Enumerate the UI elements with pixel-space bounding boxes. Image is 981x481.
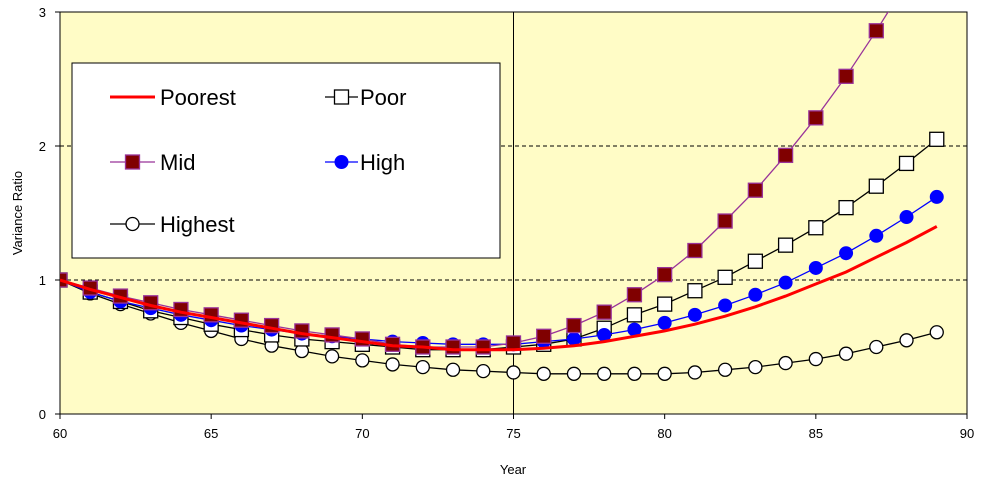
point-mid-78 [596,304,612,320]
legend-marker-poor [333,89,350,105]
y-tick-label-1: 1 [39,273,46,288]
point-high-84 [778,275,793,290]
point-highest-74 [476,363,491,379]
point-highest-73 [445,362,461,377]
point-poor-82 [717,269,733,285]
x-tick-label-65: 65 [204,426,218,441]
point-mid-75 [505,335,522,351]
point-highest-79 [627,366,642,381]
point-mid-80 [657,266,673,283]
point-mid-84 [777,147,794,164]
x-tick-label-80: 80 [657,426,671,441]
legend-label-high: High [360,150,405,175]
series-line-poorest [60,225,938,352]
point-highest-70 [355,353,370,368]
point-mid-82 [717,213,733,229]
legend-label-poorest: Poorest [160,85,236,110]
point-mid-73 [445,339,461,355]
legend: Poorest Poor Mid High Highest [71,62,501,259]
legend-label-highest: Highest [160,212,235,237]
point-mid-74 [475,339,491,355]
point-highest-85 [808,351,823,367]
series-poorest [60,225,938,352]
point-high-85 [808,260,823,275]
legend-label-mid: Mid [160,150,195,175]
point-highest-69 [324,349,340,364]
point-highest-86 [838,346,854,361]
y-tick-label-2: 2 [39,139,46,154]
point-highest-83 [748,359,763,375]
point-mid-81 [687,242,703,259]
point-mid-87 [868,23,884,39]
point-highest-87 [869,339,884,355]
point-high-89 [929,189,944,204]
point-high-80 [657,315,672,330]
point-high-81 [687,307,702,322]
point-high-77 [566,331,581,346]
x-tick-label-85: 85 [809,426,823,441]
y-tick-label-3: 3 [39,5,46,20]
point-high-82 [718,298,733,313]
x-tick-label-70: 70 [355,426,369,441]
x-tick-label-90: 90 [960,426,974,441]
point-poor-79 [626,307,643,323]
point-poor-87 [868,178,884,194]
point-high-88 [899,210,914,225]
point-highest-82 [717,362,733,377]
point-highest-76 [536,366,551,381]
point-poor-80 [657,296,673,312]
point-highest-88 [899,333,914,348]
point-highest-77 [566,366,582,381]
point-mid-76 [536,328,552,344]
legend-marker-mid [124,154,141,170]
x-axis-label: Year [500,462,527,477]
point-mid-77 [566,317,582,334]
point-high-87 [869,228,884,243]
point-mid-69 [324,327,340,343]
point-mid-85 [808,110,824,126]
point-poor-86 [838,199,854,216]
x-tick-label-60: 60 [53,426,67,441]
x-tick-label-75: 75 [506,426,520,441]
point-poor-88 [898,155,915,172]
point-highest-72 [415,359,430,375]
point-highest-71 [385,357,400,372]
point-mid-70 [354,331,370,347]
point-poor-84 [777,237,794,253]
point-highest-80 [657,366,672,381]
point-highest-78 [597,366,612,381]
legend-label-poor: Poor [360,85,406,110]
point-highest-84 [778,355,793,371]
y-tick-label-0: 0 [39,407,46,422]
point-mid-79 [626,287,643,303]
point-highest-75 [506,365,521,380]
series-layer [60,12,945,381]
point-high-83 [748,287,763,302]
point-mid-83 [747,182,764,198]
point-highest-81 [687,365,703,380]
point-highest-89 [929,325,944,340]
legend-marker-high [334,155,349,169]
y-axis-label: Variance Ratio [10,171,25,255]
point-high-86 [839,246,854,261]
point-mid-86 [838,68,854,84]
point-poor-85 [808,220,824,236]
point-poor-83 [747,253,764,269]
axes: 60 65 70 75 80 85 90 0 1 2 3 [39,5,974,441]
legend-marker-highest [125,216,140,232]
point-poor-89 [929,131,945,147]
point-mid-68 [294,323,310,339]
point-poor-81 [687,283,703,299]
